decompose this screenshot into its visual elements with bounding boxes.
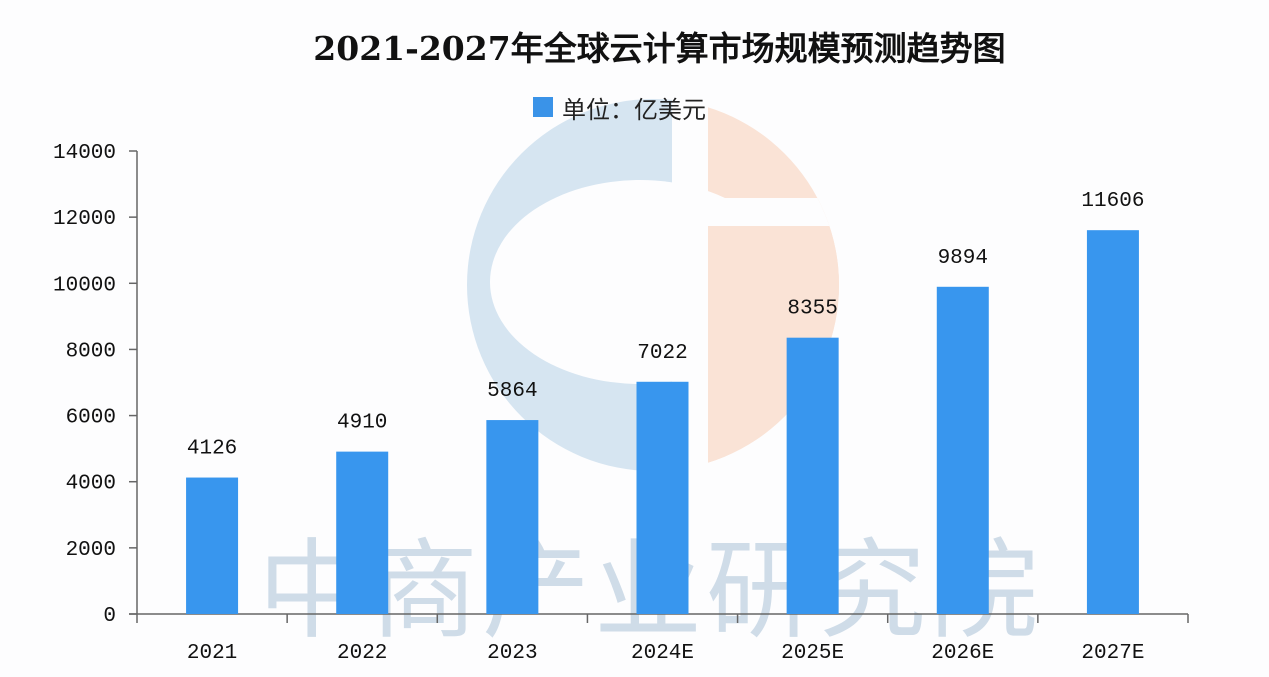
data-label: 9894 bbox=[938, 247, 988, 270]
y-tick-label: 12000 bbox=[53, 208, 116, 231]
legend-label: 单位：亿美元 bbox=[562, 95, 706, 124]
bar-2021 bbox=[186, 477, 239, 614]
data-label: 7022 bbox=[637, 342, 687, 365]
bar-2026E bbox=[936, 286, 989, 614]
bar-2027E bbox=[1086, 230, 1139, 614]
bar-2024E bbox=[636, 381, 689, 614]
y-tick-label: 8000 bbox=[66, 340, 116, 363]
bar-2022 bbox=[336, 451, 389, 614]
x-tick-label: 2023 bbox=[487, 642, 537, 665]
y-axis: 0 2000 4000 6000 8000 10000 12000 14000 bbox=[53, 142, 138, 628]
x-tick-label: 2026E bbox=[931, 642, 994, 665]
data-label: 8355 bbox=[787, 298, 837, 321]
data-label: 4126 bbox=[187, 438, 237, 461]
x-tick-label: 2025E bbox=[781, 642, 844, 665]
y-tick-label: 2000 bbox=[66, 539, 116, 562]
data-label: 11606 bbox=[1081, 190, 1144, 213]
logo-gap bbox=[708, 198, 839, 226]
data-label: 4910 bbox=[337, 412, 387, 435]
y-tick-label: 0 bbox=[103, 605, 116, 628]
bar-2023 bbox=[486, 420, 539, 614]
y-tick-label: 4000 bbox=[66, 473, 116, 496]
x-axis: 2021 2022 2023 2024E 2025E 2026E 2027E bbox=[129, 613, 1189, 665]
chart-title: 2021-2027年全球云计算市场规模预测趋势图 bbox=[313, 29, 1006, 68]
y-tick-label: 14000 bbox=[53, 142, 116, 165]
x-tick-label: 2027E bbox=[1081, 642, 1144, 665]
bar-2025E bbox=[786, 337, 839, 614]
data-label: 5864 bbox=[487, 380, 537, 403]
legend-swatch bbox=[533, 97, 553, 117]
x-tick-label: 2021 bbox=[187, 642, 237, 665]
x-tick-label: 2024E bbox=[631, 642, 694, 665]
data-labels: 4126 4910 5864 7022 8355 9894 11606 bbox=[187, 190, 1145, 460]
y-tick-label: 6000 bbox=[66, 407, 116, 430]
bars bbox=[186, 230, 1139, 614]
x-tick-label: 2022 bbox=[337, 642, 387, 665]
legend: 单位：亿美元 bbox=[533, 92, 706, 124]
y-tick-label: 10000 bbox=[53, 274, 116, 297]
